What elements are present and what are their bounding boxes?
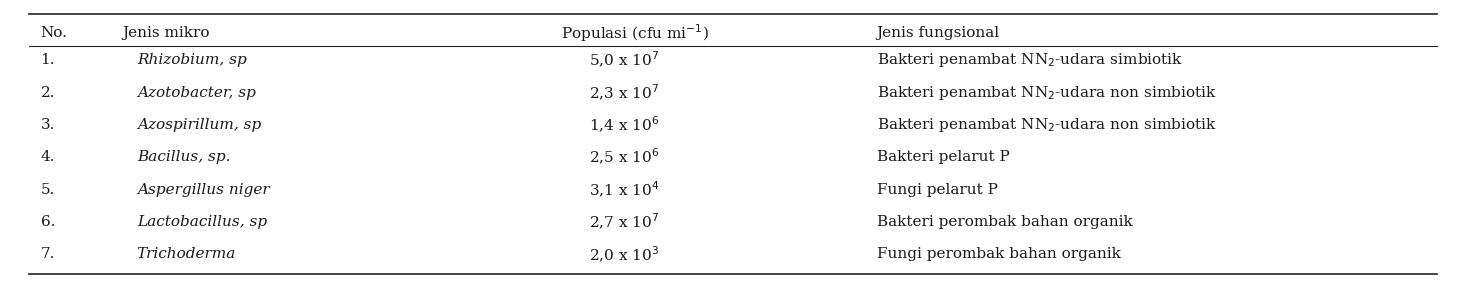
- Text: 3.: 3.: [41, 118, 54, 132]
- Text: No.: No.: [41, 26, 67, 40]
- Text: 2.: 2.: [41, 86, 56, 99]
- Text: Bakteri perombak bahan organik: Bakteri perombak bahan organik: [877, 215, 1132, 229]
- Text: Jenis fungsional: Jenis fungsional: [877, 26, 1000, 40]
- Text: 3,1 x 10$^{4}$: 3,1 x 10$^{4}$: [589, 180, 660, 200]
- Text: 1.: 1.: [41, 53, 56, 67]
- Text: Bacillus, sp.: Bacillus, sp.: [136, 150, 230, 164]
- Text: Trichoderma: Trichoderma: [136, 247, 236, 262]
- Text: 6.: 6.: [41, 215, 56, 229]
- Text: Azospirillum, sp: Azospirillum, sp: [136, 118, 261, 132]
- Text: 4.: 4.: [41, 150, 56, 164]
- Text: 2,7 x 10$^{7}$: 2,7 x 10$^{7}$: [589, 212, 660, 232]
- Text: Rhizobium, sp: Rhizobium, sp: [136, 53, 246, 67]
- Text: 2,3 x 10$^{7}$: 2,3 x 10$^{7}$: [589, 82, 660, 103]
- Text: Bakteri penambat NN$_2$-udara non simbiotik: Bakteri penambat NN$_2$-udara non simbio…: [877, 84, 1217, 101]
- Text: 7.: 7.: [41, 247, 54, 262]
- Text: 5.: 5.: [41, 183, 54, 197]
- Text: Aspergillus niger: Aspergillus niger: [136, 183, 270, 197]
- Text: Populasi (cfu mi$^{-1}$): Populasi (cfu mi$^{-1}$): [560, 22, 708, 44]
- Text: Bakteri pelarut P: Bakteri pelarut P: [877, 150, 1010, 164]
- Text: Azotobacter, sp: Azotobacter, sp: [136, 86, 255, 99]
- Text: Lactobacillus, sp: Lactobacillus, sp: [136, 215, 267, 229]
- Text: 1,4 x 10$^{6}$: 1,4 x 10$^{6}$: [589, 115, 660, 135]
- Text: Bakteri penambat NN$_2$-udara non simbiotik: Bakteri penambat NN$_2$-udara non simbio…: [877, 116, 1217, 134]
- Text: 2,0 x 10$^{3}$: 2,0 x 10$^{3}$: [589, 245, 660, 264]
- Text: 2,5 x 10$^{6}$: 2,5 x 10$^{6}$: [589, 147, 660, 167]
- Text: 5,0 x 10$^{7}$: 5,0 x 10$^{7}$: [589, 50, 660, 70]
- Text: Fungi pelarut P: Fungi pelarut P: [877, 183, 997, 197]
- Text: Fungi perombak bahan organik: Fungi perombak bahan organik: [877, 247, 1120, 262]
- Text: Jenis mikro: Jenis mikro: [122, 26, 210, 40]
- Text: Bakteri penambat NN$_2$-udara simbiotik: Bakteri penambat NN$_2$-udara simbiotik: [877, 51, 1183, 69]
